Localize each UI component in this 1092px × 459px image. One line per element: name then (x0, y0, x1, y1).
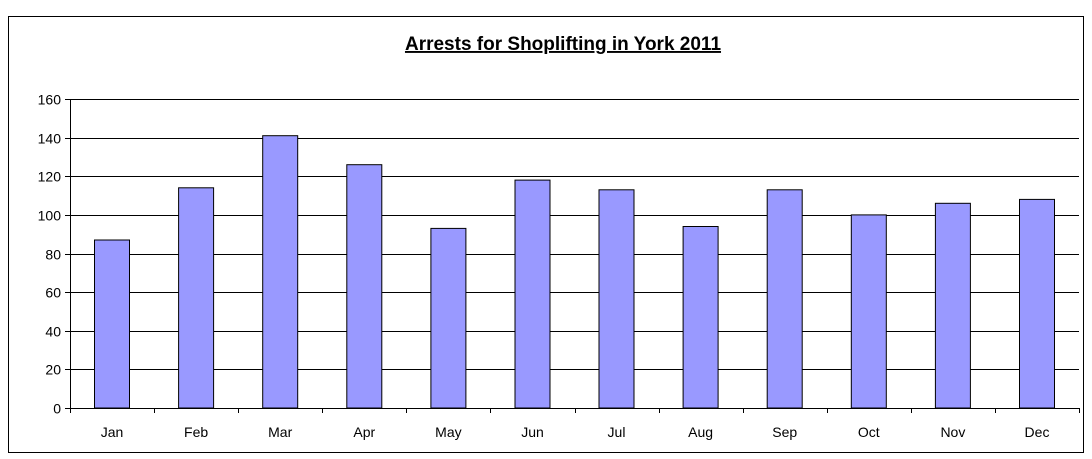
y-tick-label: 160 (38, 92, 62, 108)
bar-jul (598, 189, 635, 409)
y-tick-label: 0 (53, 401, 61, 417)
bar-oct (850, 214, 887, 409)
bar-nov (934, 202, 971, 409)
y-tick-label: 140 (38, 131, 62, 147)
y-tick-label: 80 (45, 247, 61, 263)
bars (94, 135, 1055, 409)
x-tick-label: Jun (521, 424, 544, 440)
y-tick-label: 120 (38, 169, 62, 185)
x-tick-label: Oct (858, 424, 880, 440)
chart-area: Arrests for Shoplifting in York 2011 0 20… (8, 16, 1084, 453)
bar-jun (514, 179, 551, 409)
tick-labels: 0 20 40 60 80 100 120 140 160 Jan Feb Mar Apr May Jun J… (38, 92, 1050, 441)
bar-may (430, 227, 467, 409)
x-tick-label: May (435, 424, 461, 440)
x-tick-label: Nov (940, 424, 965, 440)
chart-title: Arrests for Shoplifting in York 2011 (405, 34, 721, 55)
x-tick-label: Jan (101, 424, 124, 440)
bar-sep (766, 189, 803, 409)
axes (65, 99, 1080, 413)
x-tick-label: Jul (608, 424, 626, 440)
bar-dec (1019, 198, 1055, 409)
y-tick-label: 20 (45, 362, 61, 378)
bar-aug (682, 226, 719, 409)
bar-apr (346, 164, 383, 409)
x-tick-label: Aug (688, 424, 713, 440)
y-tick-label: 40 (45, 324, 61, 340)
gridlines (70, 99, 1079, 370)
x-tick-label: Apr (353, 424, 375, 440)
x-tick-label: Mar (268, 424, 292, 440)
bar-chart: Arrests for Shoplifting in York 2011 0 20… (38, 34, 1080, 441)
bar-mar (262, 135, 299, 409)
bar-jan (94, 239, 130, 409)
bar-feb (178, 187, 215, 409)
x-tick-label: Feb (184, 424, 208, 440)
y-tick-label: 100 (38, 208, 62, 224)
x-tick-label: Dec (1025, 424, 1050, 440)
y-tick-label: 60 (45, 285, 61, 301)
x-tick-label: Sep (772, 424, 797, 440)
